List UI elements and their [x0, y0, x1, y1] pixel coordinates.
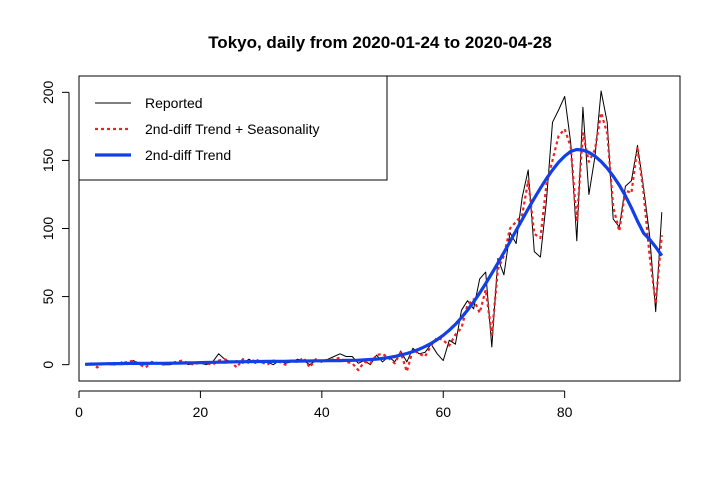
legend-label-trend: 2nd-diff Trend — [145, 147, 231, 163]
x-tick-label: 0 — [75, 404, 83, 420]
legend-label-trend-seasonality: 2nd-diff Trend + Seasonality — [145, 121, 319, 137]
y-tick-label: 100 — [40, 217, 56, 241]
series-layer — [84, 90, 664, 373]
y-tick-label: 50 — [40, 289, 56, 305]
series-line-trend-seasonality — [84, 111, 663, 373]
chart-title: Tokyo, daily from 2020-01-24 to 2020-04-… — [208, 33, 552, 52]
legend: Reported 2nd-diff Trend + Seasonality 2n… — [78, 75, 388, 181]
x-tick-label: 60 — [435, 404, 451, 420]
x-tick-label: 80 — [557, 404, 573, 420]
legend-label-reported: Reported — [145, 95, 203, 111]
x-tick-label: 20 — [193, 404, 209, 420]
axes: 0 20 40 60 80 0 50 100 150 200 — [40, 80, 573, 420]
legend-box — [78, 75, 388, 181]
y-tick-label: 200 — [40, 80, 56, 104]
y-tick-label: 0 — [40, 361, 56, 369]
series-line-trend — [85, 147, 664, 366]
x-tick-label: 40 — [314, 404, 330, 420]
y-tick-label: 150 — [40, 149, 56, 173]
